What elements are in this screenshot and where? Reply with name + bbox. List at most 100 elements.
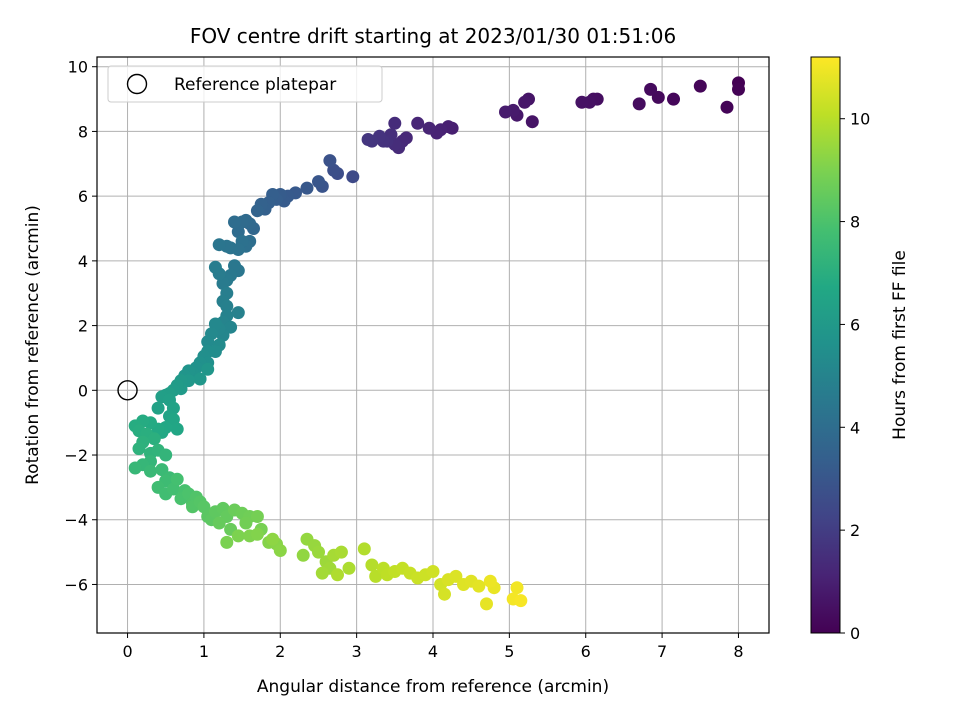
reference-platepar-marker <box>117 380 138 401</box>
data-point <box>644 82 658 96</box>
y-tick-label: 8 <box>78 122 88 141</box>
data-points <box>128 76 745 611</box>
x-tick-label: 2 <box>275 642 285 661</box>
colorbar-tick-label: 2 <box>850 521 860 540</box>
data-point <box>480 597 493 611</box>
y-tick-label: 6 <box>78 187 88 206</box>
data-point <box>312 545 325 559</box>
data-point <box>170 472 184 486</box>
reference-marker <box>117 380 138 401</box>
x-tick-label: 0 <box>122 642 132 661</box>
data-point <box>342 561 356 575</box>
colorbar-gradient <box>810 56 841 634</box>
chart-title: FOV centre drift starting at 2023/01/30 … <box>190 24 676 48</box>
data-point <box>208 260 222 274</box>
data-point <box>212 516 226 530</box>
data-point <box>499 105 512 119</box>
data-point <box>151 401 165 415</box>
data-point <box>422 121 436 135</box>
data-point <box>300 181 314 195</box>
data-point <box>231 529 245 543</box>
data-point <box>361 133 375 146</box>
colorbar-ticks: 0 2 4 6 8 10 <box>840 110 870 643</box>
data-point <box>144 464 157 478</box>
data-point <box>514 594 528 608</box>
data-point <box>438 587 451 601</box>
data-point <box>334 545 348 559</box>
data-point <box>220 299 234 313</box>
colorbar: 0 2 4 6 8 10 Hours from first FF file <box>810 56 910 643</box>
data-point <box>472 579 486 593</box>
data-point <box>250 510 264 523</box>
data-point <box>239 516 253 530</box>
data-point <box>575 95 589 109</box>
data-point <box>266 532 280 546</box>
data-point <box>518 95 532 109</box>
y-axis: −6 −4 −2 0 2 4 6 8 10 <box>64 58 97 594</box>
colorbar-tick-label: 10 <box>850 110 870 129</box>
data-point <box>693 79 707 93</box>
data-point <box>323 154 337 168</box>
data-point <box>357 542 371 556</box>
x-tick-label: 7 <box>657 642 667 661</box>
data-point <box>651 90 665 104</box>
data-point <box>170 422 184 436</box>
colorbar-tick-label: 0 <box>850 624 860 643</box>
x-tick-label: 3 <box>352 642 362 661</box>
data-point <box>128 461 142 475</box>
data-point <box>296 548 310 562</box>
data-point <box>369 569 383 583</box>
x-tick-label: 4 <box>428 642 438 661</box>
data-point <box>449 569 463 583</box>
data-point <box>732 82 745 96</box>
data-point <box>510 581 524 595</box>
data-point <box>201 335 215 349</box>
colorbar-label: Hours from first FF file <box>890 250 910 440</box>
colorbar-tick-label: 4 <box>850 418 860 437</box>
data-point <box>212 238 226 252</box>
colorbar-tick-label: 8 <box>850 213 860 232</box>
data-point <box>411 116 425 130</box>
y-tick-label: 0 <box>78 381 88 400</box>
legend-label: Reference platepar <box>174 75 336 95</box>
data-point <box>250 204 264 218</box>
data-point <box>231 306 245 320</box>
data-point <box>331 568 344 582</box>
data-point <box>720 100 734 114</box>
data-point <box>228 215 241 229</box>
legend-marker-icon <box>126 73 148 95</box>
data-point <box>315 566 329 580</box>
data-point <box>224 320 238 334</box>
x-tick-label: 8 <box>733 642 743 661</box>
colorbar-tick-label: 6 <box>850 315 860 334</box>
data-point <box>201 362 215 376</box>
y-tick-label: 10 <box>68 58 88 77</box>
y-tick-label: −2 <box>64 446 88 465</box>
data-point <box>346 170 360 184</box>
data-point <box>388 116 402 130</box>
x-tick-label: 1 <box>199 642 209 661</box>
data-point <box>220 535 234 549</box>
x-tick-label: 5 <box>504 642 514 661</box>
x-tick-label: 6 <box>581 642 591 661</box>
legend: Reference platepar <box>107 65 383 103</box>
legend-box <box>107 65 383 103</box>
data-point <box>273 544 287 557</box>
y-tick-label: 2 <box>78 317 88 336</box>
data-point <box>483 574 497 588</box>
data-point <box>155 463 169 477</box>
grid <box>97 57 769 633</box>
data-point <box>132 442 146 456</box>
data-point <box>312 175 325 189</box>
data-point <box>426 565 440 578</box>
data-point <box>250 527 264 541</box>
data-point <box>147 432 161 446</box>
data-point <box>667 92 680 106</box>
y-axis-label: Rotation from reference (arcmin) <box>23 205 43 485</box>
data-point <box>365 558 379 572</box>
data-point <box>193 372 207 386</box>
y-tick-label: −6 <box>64 575 88 594</box>
y-tick-label: −4 <box>64 511 88 530</box>
x-axis-label: Angular distance from reference (arcmin) <box>257 677 609 697</box>
